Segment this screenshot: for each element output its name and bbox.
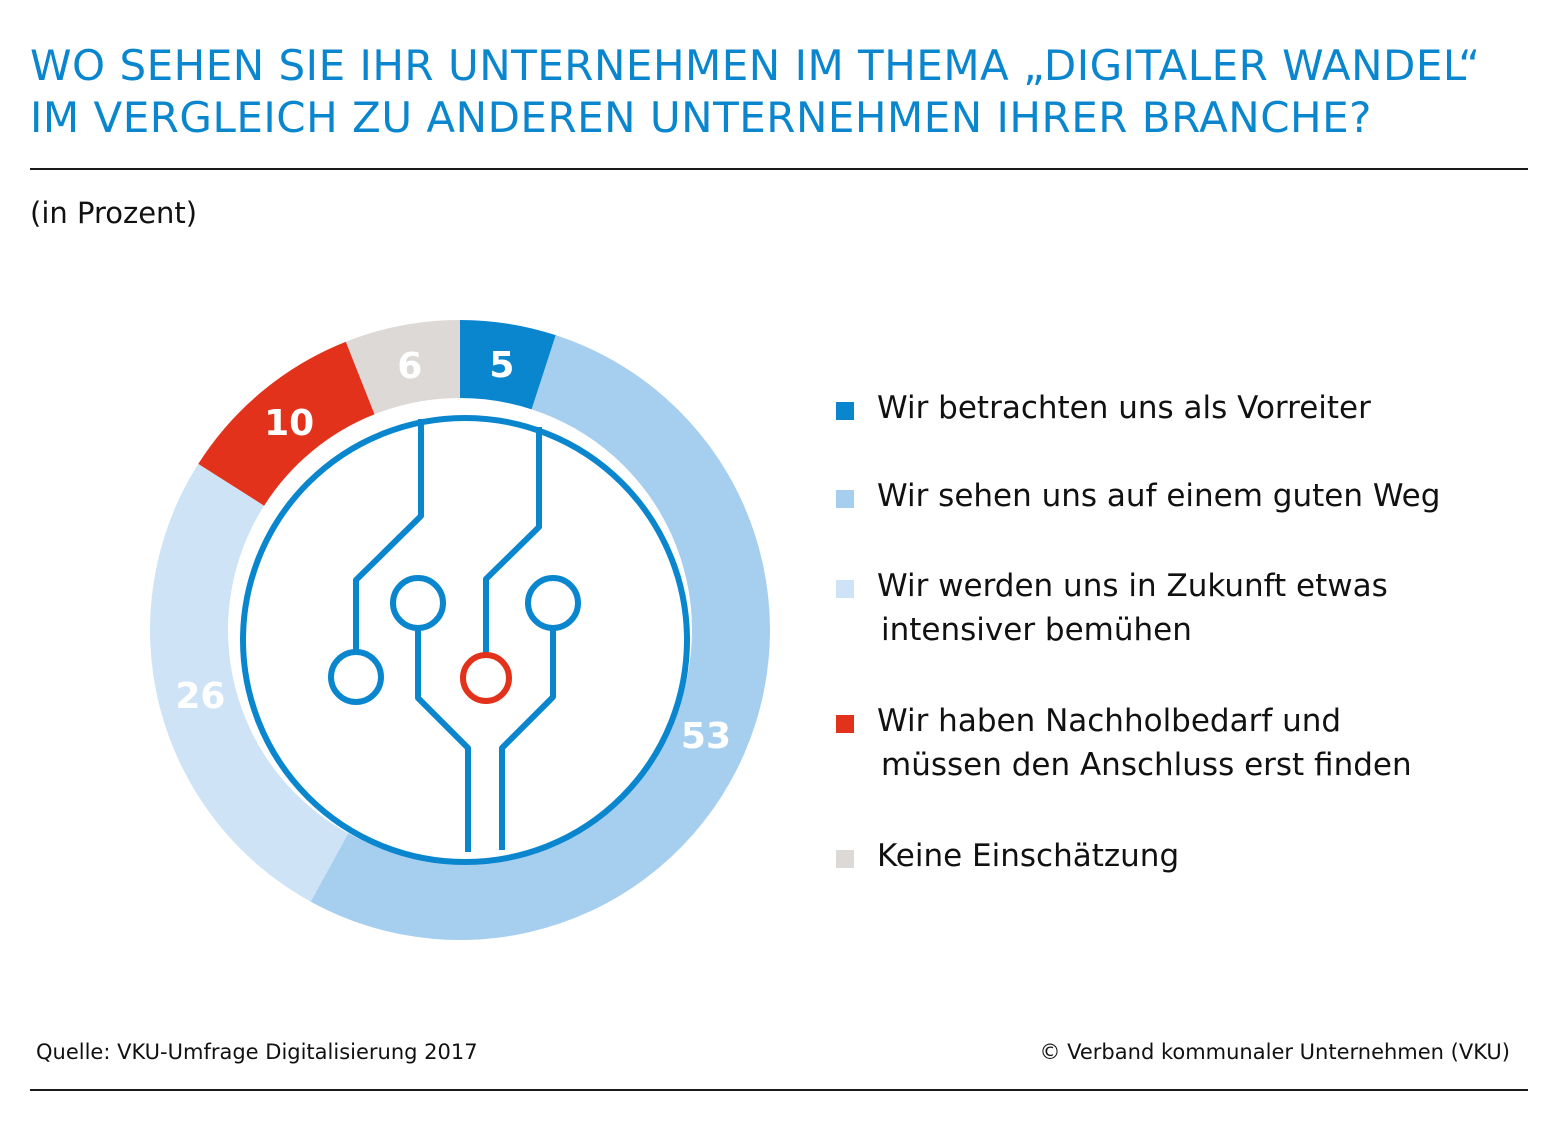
- circuit-node: [390, 575, 446, 631]
- circuit-trace: [499, 628, 556, 850]
- unit-label: (in Prozent): [30, 196, 198, 230]
- legend-swatch: [836, 850, 854, 868]
- legend-label: Wir haben Nachholbedarf und müssen den A…: [877, 699, 1412, 787]
- inner-ring: [240, 415, 690, 865]
- donut-slice: [149, 463, 349, 902]
- legend-label-line: müssen den Anschluss erst finden: [881, 747, 1412, 783]
- legend-label-line: Wir sehen uns auf einem guten Weg: [877, 478, 1441, 514]
- legend-label: Wir werden uns in Zukunft etwas intensiv…: [877, 564, 1388, 652]
- chart-title-line-1: WO SEHEN SIE IHR UNTERNEHMEN IM THEMA „D…: [30, 41, 1481, 90]
- donut-slice: [198, 341, 375, 506]
- donut-slice: [460, 320, 556, 410]
- legend-swatch: [836, 715, 854, 733]
- circuit-trace: [353, 419, 424, 652]
- legend-label: Wir sehen uns auf einem guten Weg: [877, 474, 1440, 518]
- legend-label: Wir betrachten uns als Vorreiter: [877, 386, 1371, 430]
- slice-value-label: 26: [175, 676, 225, 717]
- top-divider: [30, 168, 1528, 170]
- donut-slice: [345, 320, 460, 415]
- bottom-divider: [30, 1089, 1528, 1091]
- legend-label-line: intensiver bemühen: [881, 612, 1192, 648]
- slice-value-label: 6: [397, 346, 422, 387]
- donut-slice: [310, 335, 770, 940]
- circuit-icon: [240, 415, 690, 865]
- circuit-trace: [483, 427, 542, 655]
- chart-title-line-2: IM VERGLEICH ZU ANDEREN UNTERNEHMEN IHRE…: [30, 93, 1372, 142]
- legend-label-line: Wir werden uns in Zukunft etwas: [877, 568, 1388, 604]
- copyright-note: © Verband kommunaler Unternehmen (VKU): [1039, 1040, 1510, 1064]
- source-note: Quelle: VKU-Umfrage Digitalisierung 2017: [36, 1040, 478, 1064]
- circuit-trace: [415, 628, 471, 852]
- slice-value-label: 53: [681, 716, 731, 757]
- circuit-node: [525, 575, 581, 631]
- legend-swatch: [836, 402, 854, 420]
- circuit-node-accent: [460, 652, 512, 704]
- slice-value-label: 5: [489, 345, 514, 386]
- donut-value-labels: 5 53 26 10 6: [175, 345, 731, 757]
- chart-title: WO SEHEN SIE IHR UNTERNEHMEN IM THEMA „D…: [30, 40, 1520, 144]
- legend-label: Keine Einschätzung: [877, 834, 1179, 878]
- donut-slices: [149, 320, 770, 940]
- legend-swatch: [836, 580, 854, 598]
- legend-label-line: Wir betrachten uns als Vorreiter: [877, 390, 1371, 426]
- legend-label-line: Keine Einschätzung: [877, 838, 1180, 874]
- circuit-node: [328, 649, 384, 705]
- legend-swatch: [836, 490, 854, 508]
- slice-value-label: 10: [264, 403, 314, 444]
- legend-label-line: Wir haben Nachholbedarf und: [877, 703, 1342, 739]
